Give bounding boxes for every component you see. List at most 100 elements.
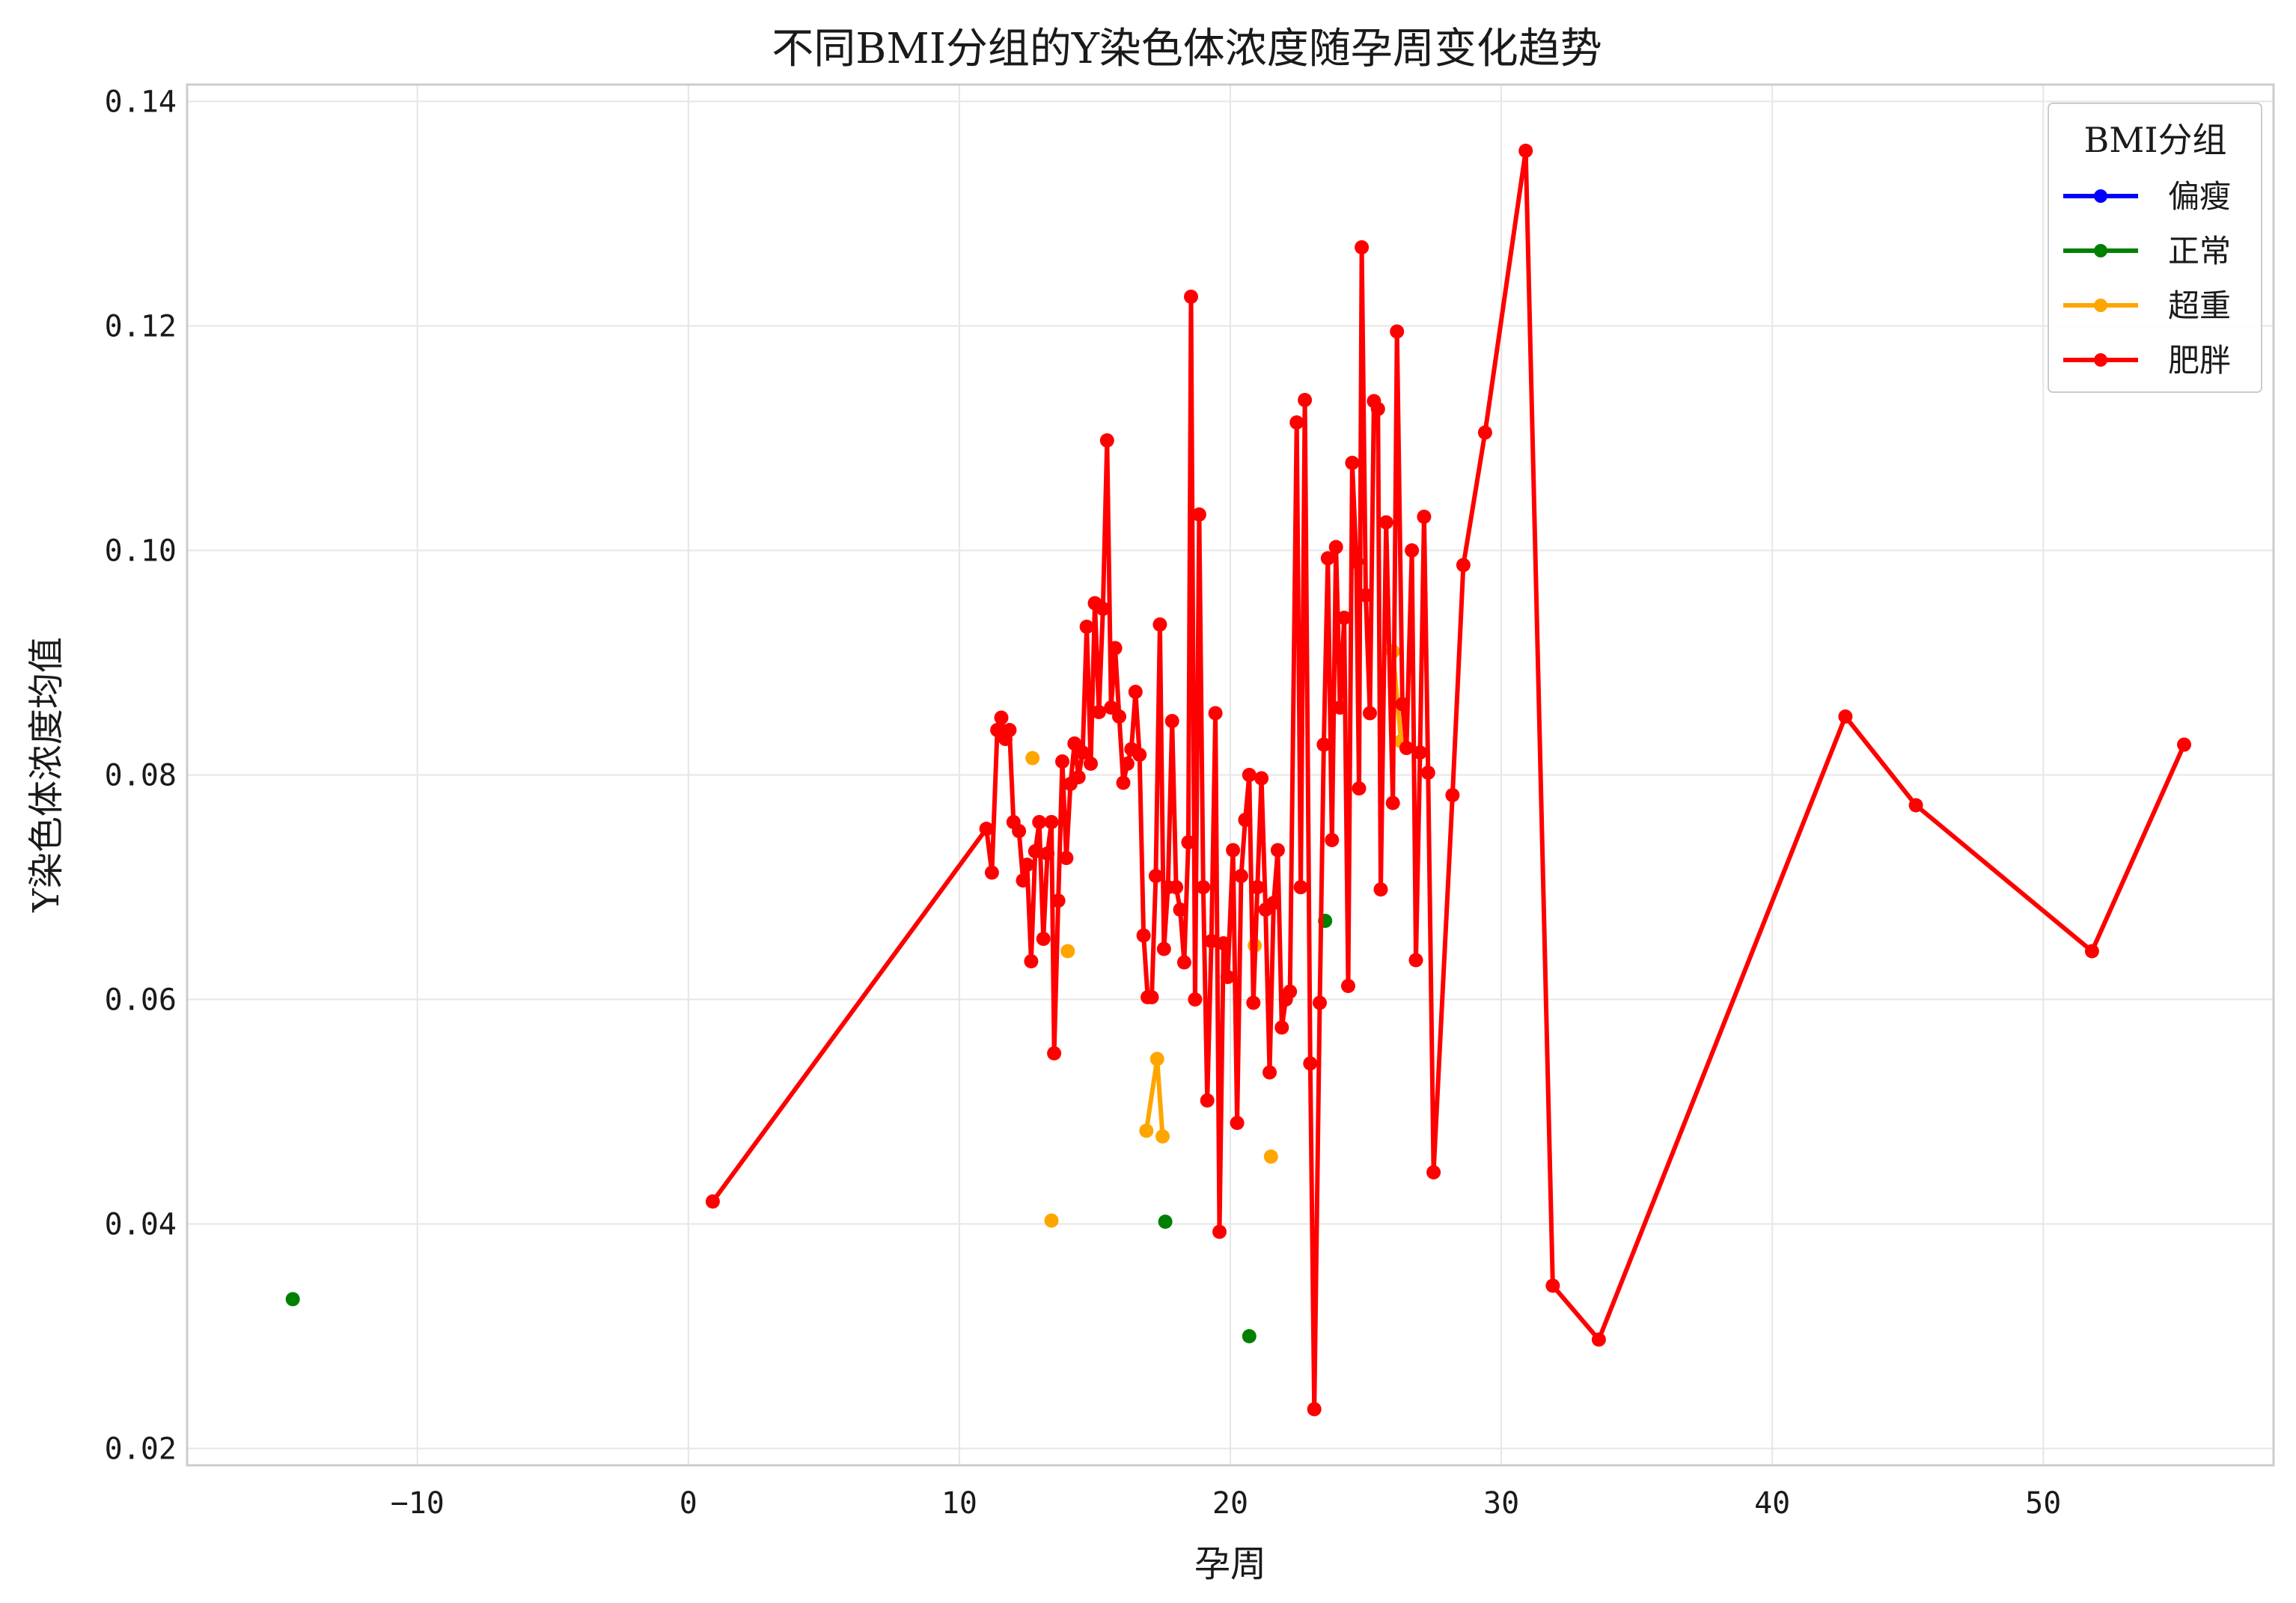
x-tick-label: 40 — [1754, 1486, 1790, 1521]
data-point — [1293, 880, 1308, 894]
data-point — [1156, 941, 1171, 956]
x-tick-label: 0 — [680, 1486, 697, 1521]
data-point — [1079, 620, 1094, 634]
data-point — [1091, 705, 1106, 719]
y-tick-label: 0.02 — [105, 1432, 177, 1467]
data-point — [1545, 1278, 1560, 1293]
data-point — [1059, 851, 1074, 865]
x-tick-label: 20 — [1212, 1486, 1248, 1521]
data-point — [1345, 456, 1360, 470]
data-point — [1012, 824, 1027, 838]
data-point — [1025, 751, 1040, 766]
data-point — [1149, 1051, 1164, 1066]
data-point — [1316, 737, 1331, 752]
data-point — [1096, 602, 1111, 616]
data-point — [1250, 880, 1265, 894]
y-axis-label: Y染色体浓度均值 — [25, 637, 67, 913]
data-point — [1136, 928, 1151, 943]
data-point — [1337, 611, 1352, 625]
legend-marker — [2094, 244, 2107, 257]
data-point — [1420, 766, 1435, 780]
data-point — [1116, 775, 1131, 790]
data-point — [1220, 970, 1235, 984]
data-point — [990, 723, 1005, 737]
data-point — [2084, 944, 2099, 959]
chart-title: 不同BMI分组的Y染色体浓度随孕周变化趋势 — [772, 25, 1602, 73]
data-point — [1212, 1224, 1227, 1239]
data-point — [1355, 240, 1370, 254]
data-point — [1181, 835, 1196, 849]
data-point — [1032, 815, 1047, 829]
grid — [187, 85, 2274, 1465]
data-point — [994, 710, 1009, 725]
data-point — [979, 822, 994, 836]
data-point — [1399, 741, 1414, 755]
legend-label: 正常 — [2168, 233, 2231, 269]
data-point — [1196, 880, 1211, 894]
x-tick-label: 50 — [2025, 1486, 2061, 1521]
y-tick-label: 0.04 — [105, 1208, 177, 1242]
data-point — [1518, 144, 1533, 158]
series-1 — [285, 914, 1333, 1343]
data-point — [1313, 995, 1327, 1010]
axis-ticks: −10 0 10 20 30 40 50 0.02 0.04 0.06 0.08 0.10 0.12 0.… — [105, 85, 2062, 1521]
data-point — [1164, 714, 1179, 728]
data-point — [1016, 873, 1031, 888]
data-point — [285, 1292, 300, 1307]
series-layer — [285, 144, 2191, 1417]
data-point — [1051, 894, 1066, 908]
data-point — [1112, 709, 1126, 724]
data-point — [1352, 781, 1367, 796]
x-tick-label: 30 — [1483, 1486, 1519, 1521]
data-point — [1208, 706, 1223, 721]
data-point — [1132, 748, 1147, 762]
data-point — [1144, 990, 1159, 1004]
data-point — [1246, 995, 1261, 1010]
data-point — [1263, 1149, 1278, 1164]
data-point — [1405, 543, 1420, 558]
data-point — [1341, 979, 1355, 993]
data-point — [1445, 788, 1460, 802]
legend-marker — [2094, 299, 2107, 312]
data-point — [1234, 869, 1248, 883]
legend-marker — [2094, 189, 2107, 203]
data-point — [1084, 757, 1098, 771]
data-point — [1477, 425, 1492, 440]
data-point — [1067, 736, 1082, 751]
y-tick-label: 0.14 — [105, 85, 177, 120]
data-point — [1325, 833, 1340, 847]
data-point — [1108, 641, 1123, 656]
y-tick-label: 0.08 — [105, 759, 177, 793]
data-point — [1169, 880, 1184, 894]
data-point — [1148, 869, 1163, 883]
data-point — [1242, 768, 1257, 782]
data-point — [1333, 700, 1348, 715]
data-point — [1204, 934, 1219, 948]
data-point — [1019, 858, 1034, 872]
data-point — [984, 865, 999, 880]
data-point — [1028, 844, 1042, 858]
data-point — [1417, 510, 1432, 524]
data-point — [1216, 936, 1231, 950]
data-point — [1128, 685, 1143, 699]
data-point — [1385, 796, 1400, 810]
data-point — [1289, 415, 1304, 430]
data-point — [1002, 723, 1017, 737]
legend-box — [2048, 103, 2262, 393]
data-point — [1044, 1213, 1059, 1228]
data-point — [1370, 402, 1385, 416]
legend-label: 偏瘦 — [2168, 178, 2231, 215]
data-point — [1378, 515, 1393, 530]
data-point — [1307, 1402, 1322, 1417]
legend-marker — [2094, 353, 2107, 367]
data-point — [1270, 843, 1285, 858]
data-point — [1047, 1046, 1062, 1060]
data-point — [1303, 1056, 1318, 1071]
data-point — [1349, 555, 1364, 569]
data-point — [1184, 290, 1198, 304]
data-point — [1242, 1329, 1257, 1343]
y-tick-label: 0.10 — [105, 534, 177, 569]
data-point — [1060, 944, 1075, 959]
